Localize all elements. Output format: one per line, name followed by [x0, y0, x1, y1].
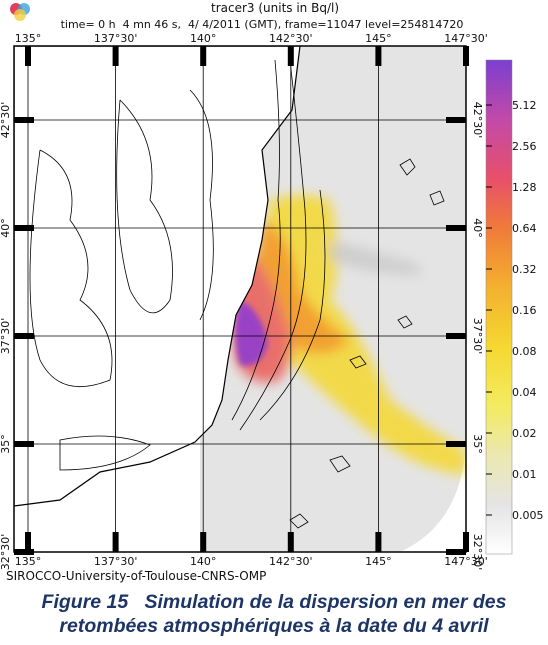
colorbar-label: 0.01: [512, 468, 537, 481]
lat-label: 32°30': [0, 534, 12, 571]
lon-label: 142°30': [269, 555, 313, 568]
colorbar-label: 0.64: [512, 222, 537, 235]
lat-label: 42°30': [0, 102, 12, 139]
colorbar: [485, 59, 513, 555]
map: [14, 46, 466, 552]
tick-block: [200, 46, 207, 66]
tick-block: [446, 549, 466, 555]
title: tracer3 (units in Bq/l): [211, 1, 339, 15]
colorbar-label: 0.08: [512, 345, 537, 358]
tick-block: [25, 532, 31, 552]
tick-block: [287, 532, 294, 552]
coastline: [14, 46, 301, 507]
caption-line: retombées atmosphériques à la date du 4 …: [59, 615, 489, 637]
lon-label: 135°: [15, 555, 42, 568]
tick-block: [200, 532, 207, 552]
colorbar-label: 0.16: [512, 304, 537, 317]
subtitle: time= 0 h 4 mn 46 s, 4/ 4/2011 (GMT), fr…: [61, 18, 464, 31]
lon-label: 137°30': [94, 555, 138, 568]
logo: [10, 3, 30, 21]
tick-block: [14, 333, 34, 339]
lon-label: 137°30': [94, 32, 138, 45]
lat-label: 37°30': [471, 318, 484, 355]
lat-label: 40°: [471, 218, 484, 238]
credit: SIROCCO-University-of-Toulouse-CNRS-OMP: [6, 569, 266, 583]
colorbar-label: 0.005: [512, 509, 544, 522]
lat-label: 37°30': [0, 318, 12, 355]
tick-block: [112, 46, 119, 66]
tick-block: [446, 333, 466, 339]
colorbar-label: 1.28: [512, 181, 537, 194]
tick-block: [14, 441, 34, 447]
colorbar-label: 0.02: [512, 427, 537, 440]
lon-label: 140°: [190, 32, 217, 45]
lat-label: 35°: [0, 434, 12, 454]
lat-label: 42°30': [471, 102, 484, 139]
lon-label: 147°30': [444, 32, 488, 45]
lon-label: 135°: [15, 32, 42, 45]
lon-label: 145°: [365, 555, 392, 568]
graticule: [14, 46, 466, 552]
tick-block: [14, 549, 34, 555]
tick-block: [112, 532, 119, 552]
tick-block: [14, 225, 34, 231]
lon-label: 147°30': [444, 555, 488, 568]
caption-line: Figure 15 Simulation de la dispersion en…: [42, 591, 507, 613]
tick-block: [375, 532, 382, 552]
tick-block: [463, 532, 469, 552]
tick-block: [446, 441, 466, 447]
tick-block: [446, 117, 466, 123]
bathymetry: [29, 59, 445, 529]
tick-block: [287, 46, 294, 66]
lon-label: 140°: [190, 555, 217, 568]
lon-label: 145°: [365, 32, 392, 45]
colorbar-label: 5.12: [512, 99, 537, 112]
colorbar-label: 2.56: [512, 140, 537, 153]
lat-label: 40°: [0, 218, 12, 238]
tick-block: [25, 46, 31, 66]
lat-label: 32°30': [471, 534, 484, 571]
colorbar-label: 0.32: [512, 263, 537, 276]
tick-block: [375, 46, 382, 66]
colorbar-label: 0.04: [512, 386, 537, 399]
tick-block: [14, 117, 34, 123]
tick-block: [446, 225, 466, 231]
lat-label: 35°: [471, 434, 484, 454]
lon-label: 142°30': [269, 32, 313, 45]
map-frame: [13, 45, 467, 553]
tick-block: [463, 46, 469, 66]
